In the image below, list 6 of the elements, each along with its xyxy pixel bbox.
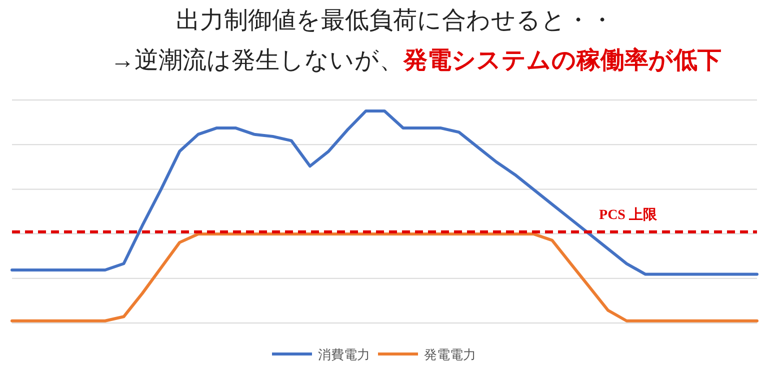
text: 発電システムの稼働率が低下 [402,47,722,74]
legend-label: 消費電力 [318,348,370,363]
chart-title: 出力制御値を最低負荷に合わせると・・ [176,8,614,34]
chart-subtitle: →逆潮流は発生しないが、 [110,47,404,74]
ref-line-label: PCS 上限 [599,206,658,223]
legend-label: 発電電力 [424,348,476,363]
